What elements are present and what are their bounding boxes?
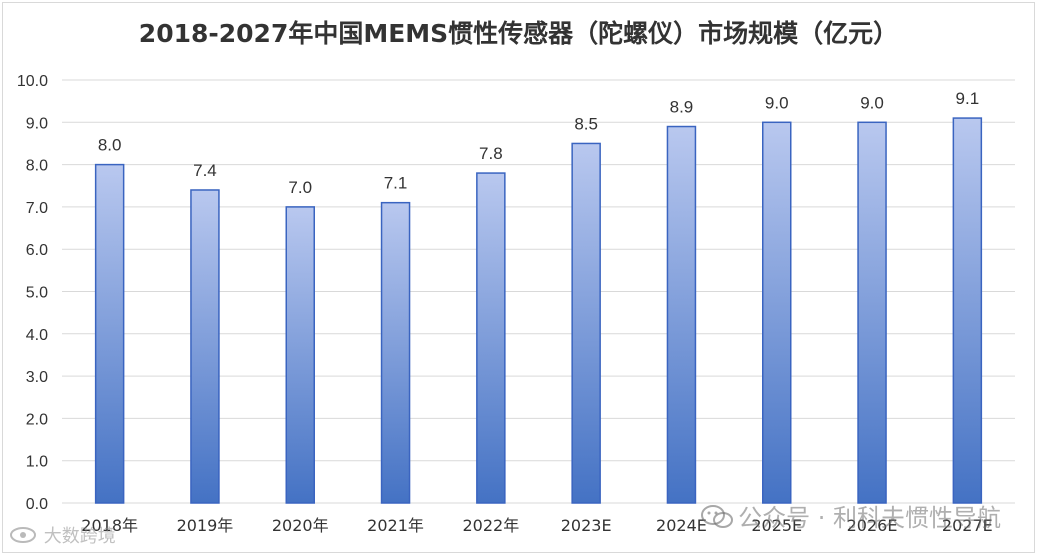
y-tick-label: 3.0: [26, 369, 48, 386]
data-label: 8.5: [574, 114, 598, 133]
x-tick-label: 2023E: [561, 516, 612, 535]
eye-logo-icon: [8, 526, 44, 547]
watermark-text: 公众号 · 利科夫惯性导航: [738, 504, 1001, 532]
x-tick-label: 2026E: [847, 516, 898, 535]
y-tick-label: 10.0: [17, 73, 48, 90]
bar: [285, 206, 315, 504]
logo-text: 大数跨境: [43, 526, 116, 547]
y-tick-label: 1.0: [26, 454, 48, 471]
logo: 大数跨境: [8, 522, 116, 548]
y-tick-label: 9.0: [26, 115, 48, 132]
data-label: 8.9: [670, 98, 694, 117]
bar: [190, 189, 220, 504]
bar: [571, 142, 601, 504]
y-tick-label: 6.0: [26, 242, 48, 259]
data-label: 9.1: [956, 89, 980, 108]
gridlines: [62, 79, 1015, 504]
y-tick-label: 4.0: [26, 327, 48, 344]
x-tick-label: 2027E: [942, 516, 993, 535]
y-tick-label: 7.0: [26, 200, 48, 217]
bar: [94, 163, 125, 504]
x-tick-label: 2022年: [462, 516, 519, 535]
data-label: 7.4: [193, 161, 217, 180]
x-tick-label: 2018年: [81, 516, 138, 535]
bar: [762, 121, 792, 504]
bar: [476, 172, 506, 504]
y-tick-label: 2.0: [26, 411, 48, 428]
data-label: 8.0: [98, 136, 122, 155]
bar: [857, 121, 887, 504]
y-tick-label: 5.0: [26, 285, 48, 302]
bars: [94, 117, 983, 504]
y-axis-tick-labels: 0.0 1.0 2.0 3.0 4.0 5.0 6.0 7.0 8.0 9.0 10.0: [17, 73, 48, 513]
x-tick-label: 2020年: [272, 516, 329, 535]
x-tick-label: 2019年: [177, 516, 234, 535]
data-label: 7.1: [384, 174, 408, 193]
bar: [666, 125, 697, 504]
data-labels: 8.0 7.4 7.0 7.1 7.8 8.5 8.9 9.0 9.0 9.1: [98, 89, 979, 197]
bar: [380, 201, 411, 504]
x-tick-label: 2021年: [367, 516, 424, 535]
y-tick-label: 0.0: [26, 496, 48, 513]
data-label: 7.0: [288, 178, 312, 197]
x-tick-label: 2025E: [751, 516, 802, 535]
chart-title: 2018-2027年中国MEMS惯性传感器（陀螺仪）市场规模（亿元）: [138, 19, 899, 48]
y-tick-label: 8.0: [26, 158, 48, 175]
data-label: 9.0: [765, 93, 789, 112]
data-label: 9.0: [860, 93, 884, 112]
data-label: 7.8: [479, 144, 503, 163]
x-tick-label: 2024E: [656, 516, 707, 535]
wechat-icon: [700, 504, 734, 532]
x-axis-tick-labels: 2018年 2019年 2020年 2021年 2022年 2023E 2024E 2025E…: [81, 516, 992, 535]
watermark: 公众号 · 利科夫惯性导航: [700, 498, 1001, 533]
bar: [952, 117, 983, 504]
